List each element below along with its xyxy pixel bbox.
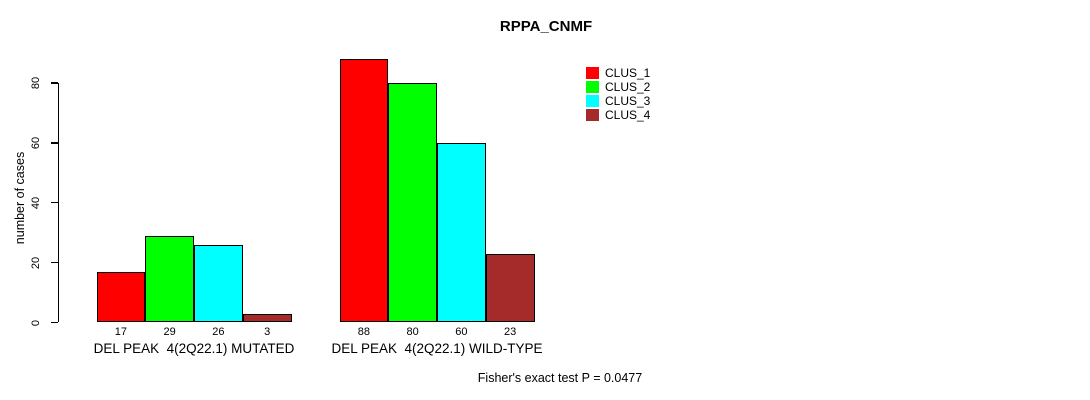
y-axis-label: number of cases <box>13 151 27 245</box>
legend-label: CLUS_1 <box>605 66 651 80</box>
bar-CLUS_1-group2 <box>339 58 389 323</box>
legend-label: CLUS_3 <box>605 94 651 108</box>
bar-CLUS_4-group1 <box>242 313 292 323</box>
legend-swatch-CLUS_2 <box>586 81 599 93</box>
legend-label: CLUS_4 <box>605 108 651 122</box>
legend-item: CLUS_1 <box>586 66 650 80</box>
y-axis-line <box>57 82 59 323</box>
x-group-label: DEL PEAK 4(2Q22.1) MUTATED <box>93 341 295 356</box>
y-tick-label: 20 <box>30 256 42 269</box>
bar-value-label: 17 <box>114 325 127 338</box>
legend-item: CLUS_3 <box>586 94 650 108</box>
bar-value-label: 29 <box>163 325 176 338</box>
bar-value-label: 60 <box>455 325 468 338</box>
y-tick <box>50 82 58 84</box>
bar-CLUS_4-group2 <box>485 253 535 323</box>
y-tick <box>50 321 58 324</box>
y-tick-label: 80 <box>30 76 42 90</box>
y-tick-label: 60 <box>30 136 42 149</box>
y-tick <box>50 261 58 264</box>
bar-value-label: 26 <box>212 325 225 338</box>
legend-item: CLUS_4 <box>586 108 650 122</box>
y-tick <box>50 142 58 144</box>
bar-CLUS_1-group1 <box>96 271 146 323</box>
legend: CLUS_1 CLUS_2 CLUS_3 CLUS_4 <box>586 66 650 122</box>
y-tick <box>50 201 58 204</box>
y-tick-label: 0 <box>30 319 42 326</box>
chart-title: RPPA_CNMF <box>499 18 593 35</box>
legend-swatch-CLUS_1 <box>586 67 599 79</box>
bar-CLUS_2-group2 <box>388 82 437 323</box>
legend-item: CLUS_2 <box>586 80 650 94</box>
x-group-label: DEL PEAK 4(2Q22.1) WILD-TYPE <box>331 341 543 356</box>
bar-CLUS_3-group2 <box>437 142 486 323</box>
bar-CLUS_2-group1 <box>145 235 194 323</box>
bar-value-label: 3 <box>264 325 271 338</box>
legend-label: CLUS_2 <box>605 80 651 94</box>
bar-value-label: 88 <box>357 325 370 338</box>
bar-value-label: 80 <box>406 325 419 338</box>
fisher-test-annotation: Fisher's exact test P = 0.0477 <box>477 371 643 385</box>
legend-swatch-CLUS_3 <box>586 95 599 107</box>
bar-value-label: 23 <box>504 325 517 338</box>
y-tick-label: 40 <box>30 196 42 209</box>
bar-CLUS_3-group1 <box>194 244 243 323</box>
legend-swatch-CLUS_4 <box>586 109 599 121</box>
